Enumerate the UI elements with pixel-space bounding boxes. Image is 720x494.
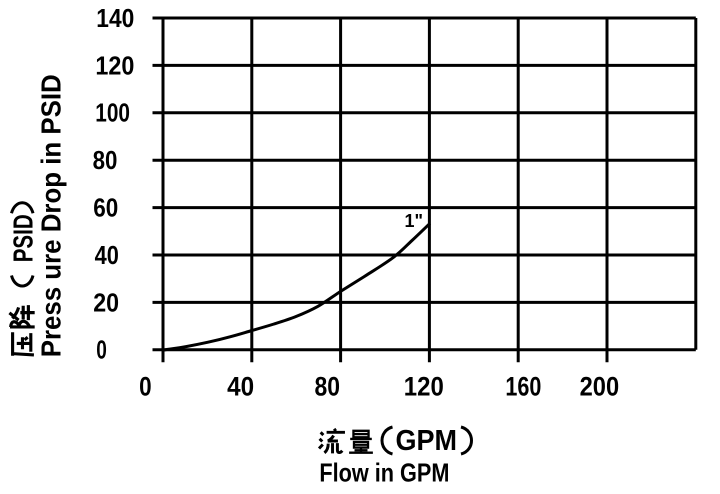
svg-text:0: 0 <box>96 335 107 365</box>
svg-text:80: 80 <box>93 145 118 175</box>
svg-text:0: 0 <box>139 371 152 401</box>
svg-text:40: 40 <box>227 371 254 401</box>
svg-text:GPM: GPM <box>396 425 458 457</box>
svg-text:80: 80 <box>315 371 341 401</box>
svg-text:20: 20 <box>93 287 119 317</box>
svg-text:Flow in GPM: Flow in GPM <box>319 457 449 487</box>
svg-text:Press ure Drop in PSID: Press ure Drop in PSID <box>36 74 67 357</box>
svg-text:120: 120 <box>95 50 134 80</box>
svg-text:140: 140 <box>96 3 134 33</box>
svg-text:120: 120 <box>404 371 444 401</box>
svg-text:100: 100 <box>95 98 130 128</box>
svg-text:1": 1" <box>405 210 424 231</box>
svg-text:160: 160 <box>505 371 541 401</box>
svg-text:40: 40 <box>95 240 119 270</box>
svg-text:60: 60 <box>93 193 118 223</box>
svg-text:PSID: PSID <box>7 214 38 262</box>
svg-text:200: 200 <box>580 371 620 401</box>
